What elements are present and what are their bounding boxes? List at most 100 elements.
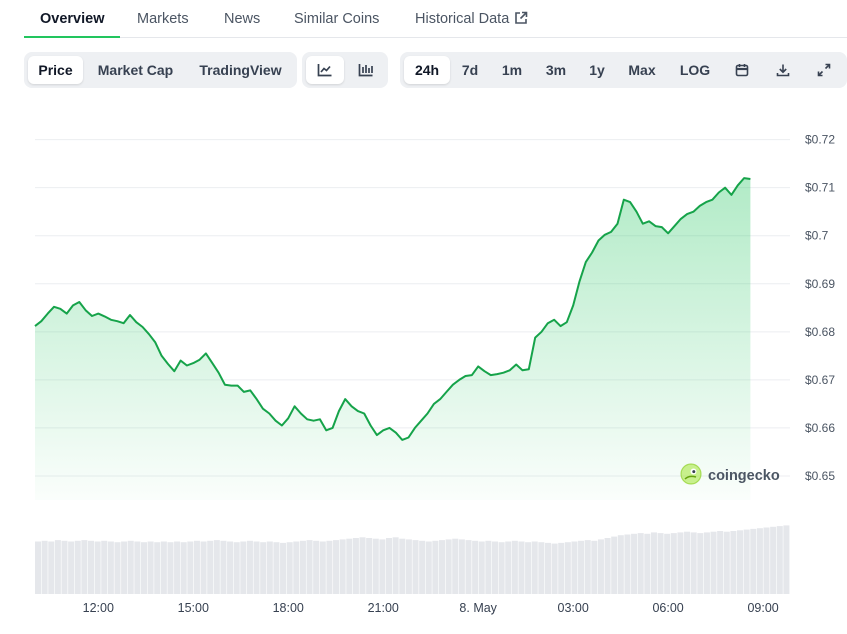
volume-bar	[458, 539, 465, 594]
volume-bar	[114, 542, 121, 594]
x-tick-label: 18:00	[273, 601, 304, 615]
volume-bar	[48, 541, 55, 594]
volume-bar	[346, 538, 353, 594]
nav-tabs: Overview Markets News Similar Coins Hist…	[24, 0, 847, 38]
volume-bar	[498, 542, 505, 594]
volume-bar	[783, 525, 790, 594]
tab-similar-coins[interactable]: Similar Coins	[294, 0, 379, 38]
volume-bar	[107, 541, 114, 594]
price-chart[interactable]: $0.65$0.66$0.67$0.68$0.69$0.7$0.71$0.72 …	[0, 100, 847, 630]
volume-bar	[551, 543, 558, 594]
volume-bar	[445, 539, 452, 594]
tab-overview[interactable]: Overview	[24, 0, 120, 38]
volume-bar	[697, 533, 704, 594]
volume-bar	[432, 540, 439, 594]
volume-bar	[776, 526, 783, 594]
volume-bar	[710, 531, 717, 594]
y-tick-label: $0.71	[805, 181, 835, 195]
volume-bar	[200, 541, 207, 594]
volume-bar	[147, 541, 154, 594]
range-max[interactable]: Max	[622, 56, 662, 84]
x-tick-label: 12:00	[83, 601, 114, 615]
volume-bar	[657, 533, 664, 594]
market-cap-tab[interactable]: Market Cap	[87, 56, 184, 84]
range-1y[interactable]: 1y	[583, 56, 611, 84]
volume-bar	[366, 538, 373, 594]
range-label: 24h	[414, 62, 440, 78]
x-tick-label: 8. May	[459, 601, 497, 615]
download-button[interactable]	[767, 56, 799, 84]
tradingview-tab-label: TradingView	[199, 62, 282, 78]
line-chart-button[interactable]	[306, 56, 344, 84]
tab-news[interactable]: News	[224, 0, 260, 38]
volume-bar	[664, 533, 671, 594]
volume-bar	[339, 539, 346, 594]
volume-bar	[273, 542, 280, 594]
range-3m[interactable]: 3m	[539, 56, 573, 84]
volume-bar	[650, 532, 657, 594]
range-label: Max	[628, 62, 656, 78]
volume-bar	[319, 541, 326, 594]
volume-bar	[604, 538, 611, 594]
volume-bar	[750, 528, 757, 594]
volume-bar	[207, 540, 214, 594]
volume-bar	[233, 542, 240, 594]
volume-bar	[101, 540, 108, 594]
tab-label: Overview	[40, 11, 105, 27]
price-area	[34, 177, 751, 500]
volume-bar	[154, 542, 161, 594]
y-tick-label: $0.68	[805, 325, 835, 339]
volume-bar	[584, 540, 591, 594]
volume-bar	[127, 540, 134, 594]
chart-type-toolbar: Price Market Cap TradingView	[24, 52, 297, 88]
volume-bar	[717, 531, 724, 594]
tab-label: News	[224, 11, 261, 27]
tab-historical-data[interactable]: Historical Data	[415, 0, 528, 38]
tab-markets[interactable]: Markets	[137, 0, 189, 38]
volume-bar	[54, 540, 61, 594]
y-tick-label: $0.65	[805, 469, 835, 483]
x-tick-label: 21:00	[368, 601, 399, 615]
volume-bar	[213, 540, 220, 594]
range-7d[interactable]: 7d	[454, 56, 486, 84]
calendar-button[interactable]	[726, 56, 758, 84]
volume-bar	[94, 541, 101, 594]
log-scale-toggle[interactable]: LOG	[674, 56, 716, 84]
volume-bar	[591, 540, 598, 594]
volume-bar	[220, 540, 227, 594]
volume-bar	[624, 534, 631, 594]
volume-bar	[677, 532, 684, 594]
volume-bar	[313, 540, 320, 594]
tradingview-tab[interactable]: TradingView	[188, 56, 293, 84]
fullscreen-button[interactable]	[808, 56, 840, 84]
volume-bar	[723, 531, 730, 594]
volume-bar	[571, 541, 578, 594]
log-label: LOG	[679, 62, 711, 78]
volume-bar	[578, 540, 585, 594]
volume-bar	[756, 528, 763, 594]
candlestick-button[interactable]	[348, 56, 384, 84]
volume-bar	[465, 540, 472, 594]
volume-bar	[412, 540, 419, 594]
x-tick-label: 03:00	[558, 601, 589, 615]
range-1m[interactable]: 1m	[496, 56, 528, 84]
volume-bar	[134, 541, 141, 594]
volume-bar	[227, 541, 234, 594]
volume-bar	[386, 538, 393, 594]
volume-bar	[485, 540, 492, 594]
volume-bar	[81, 540, 88, 594]
volume-bar	[240, 541, 247, 594]
volume-bar	[770, 526, 777, 594]
y-tick-label: $0.67	[805, 373, 835, 387]
volume-bar	[637, 533, 644, 594]
volume-bar	[286, 542, 293, 594]
volume-bar	[690, 532, 697, 594]
price-tab[interactable]: Price	[28, 56, 83, 84]
price-line	[34, 177, 751, 441]
volume-bar	[379, 539, 386, 594]
range-24h[interactable]: 24h	[404, 56, 450, 84]
volume-bar	[611, 536, 618, 594]
range-label: 1m	[501, 62, 523, 78]
volume-bar	[280, 542, 287, 594]
volume-bar	[121, 541, 128, 594]
